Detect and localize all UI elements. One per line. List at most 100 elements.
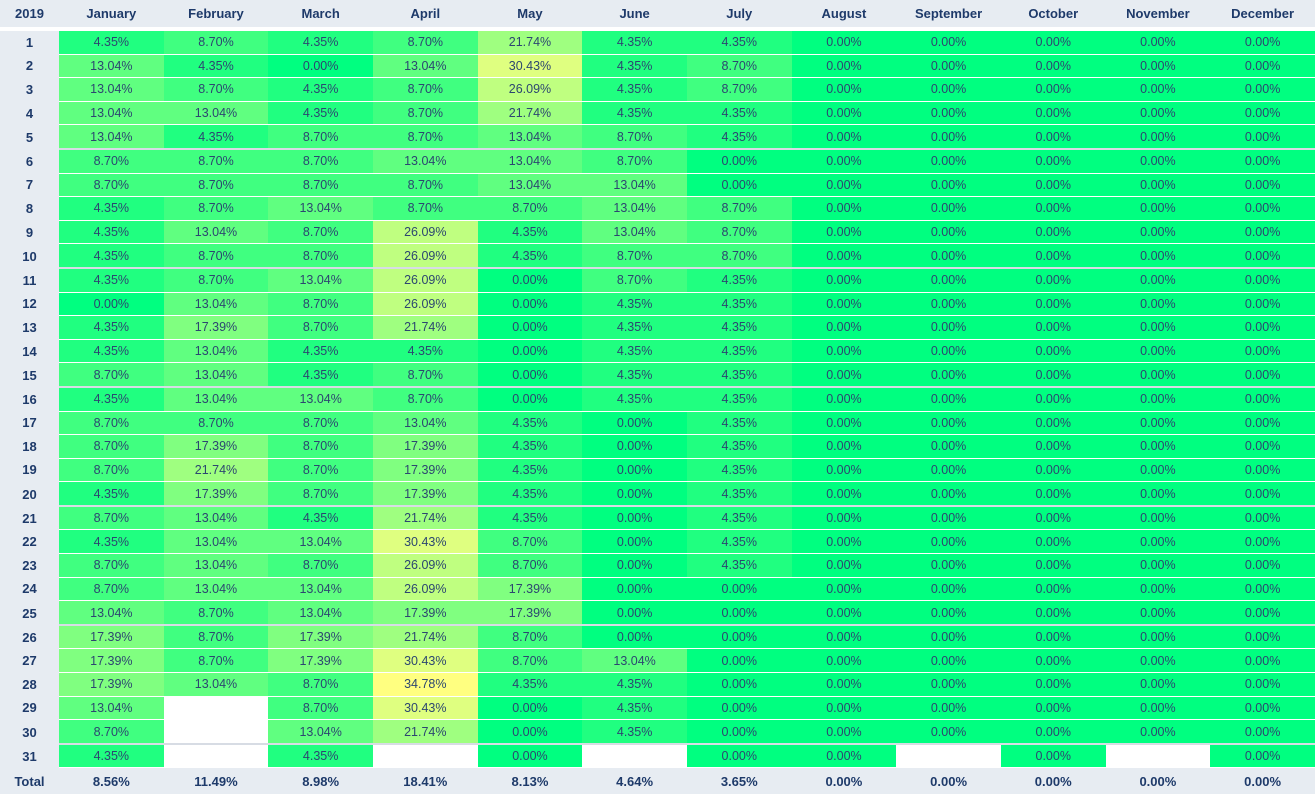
day-label: 9 <box>0 220 59 245</box>
month-header-july: July <box>686 0 792 31</box>
heat-cell: 17.39% <box>477 601 583 626</box>
day-label: 17 <box>0 411 59 436</box>
heat-cell: 8.70% <box>268 482 373 507</box>
heat-cell: 0.00% <box>1000 78 1106 102</box>
empty-cell <box>896 744 1001 769</box>
heat-cell: 0.00% <box>896 506 1001 531</box>
heat-cell: 0.00% <box>896 31 1001 55</box>
heat-cell: 13.04% <box>163 101 269 126</box>
month-header-november: November <box>1105 0 1211 31</box>
heat-cell: 8.70% <box>268 125 373 150</box>
heat-cell: 30.43% <box>372 530 478 555</box>
heat-cell: 13.04% <box>582 220 687 245</box>
heat-cell: 0.00% <box>582 554 687 578</box>
heat-cell: 0.00% <box>1210 387 1315 412</box>
header-row: 2019 January February March April May June Jul… <box>0 0 1315 31</box>
heat-cell: 0.00% <box>1210 173 1315 198</box>
heat-cell: 4.35% <box>163 125 269 150</box>
heat-cell: 30.43% <box>477 54 583 79</box>
heat-cell: 13.04% <box>163 220 269 245</box>
heat-cell: 0.00% <box>582 577 687 602</box>
heat-cell: 0.00% <box>1000 387 1106 412</box>
heat-cell: 4.35% <box>59 31 164 55</box>
total-june: 4.64% <box>582 768 687 794</box>
heat-cell: 0.00% <box>896 54 1001 79</box>
heat-cell: 8.70% <box>268 435 373 459</box>
day-row: 26 17.39% 8.70% 17.39% 21.74% 8.70% 0.00% 0.00%… <box>0 625 1315 650</box>
day-label: 20 <box>0 482 59 507</box>
heat-cell: 8.70% <box>477 554 583 578</box>
empty-cell <box>372 744 478 769</box>
heat-cell: 0.00% <box>582 482 687 507</box>
month-header-april: April <box>372 0 478 31</box>
heat-cell: 0.00% <box>896 78 1001 102</box>
total-february: 11.49% <box>163 768 269 794</box>
heat-cell: 30.43% <box>372 649 478 674</box>
heat-cell: 4.35% <box>268 78 373 102</box>
heat-cell: 13.04% <box>268 720 373 745</box>
heat-cell: 0.00% <box>1000 411 1106 436</box>
heat-cell: 21.74% <box>372 316 478 340</box>
heat-cell: 17.39% <box>372 601 478 626</box>
empty-cell <box>582 744 687 769</box>
heat-cell: 4.35% <box>59 339 164 364</box>
heat-cell: 0.00% <box>1105 482 1211 507</box>
heat-cell: 0.00% <box>477 696 583 721</box>
heat-cell: 0.00% <box>1210 435 1315 459</box>
heat-cell: 0.00% <box>582 435 687 459</box>
day-label: 23 <box>0 554 59 578</box>
heat-cell: 0.00% <box>1105 173 1211 198</box>
heat-cell: 0.00% <box>896 673 1001 697</box>
heat-cell: 4.35% <box>268 506 373 531</box>
heat-cell: 34.78% <box>372 673 478 697</box>
day-label: 13 <box>0 316 59 340</box>
heat-cell: 8.70% <box>686 54 792 79</box>
heat-cell: 0.00% <box>791 530 897 555</box>
heat-cell: 0.00% <box>1000 744 1106 769</box>
heat-cell: 0.00% <box>791 506 897 531</box>
heat-cell: 0.00% <box>791 54 897 79</box>
heat-cell: 0.00% <box>896 125 1001 150</box>
day-label: 8 <box>0 197 59 221</box>
total-april: 18.41% <box>372 768 478 794</box>
heat-cell: 8.70% <box>477 649 583 674</box>
heat-cell: 4.35% <box>686 411 792 436</box>
day-row: 3 13.04% 8.70% 4.35% 8.70% 26.09% 4.35% 8.70% 0.… <box>0 78 1315 102</box>
day-label: 4 <box>0 101 59 126</box>
heat-cell: 4.35% <box>477 458 583 483</box>
heat-cell: 0.00% <box>896 554 1001 578</box>
heat-cell: 26.09% <box>372 292 478 317</box>
heat-cell: 4.35% <box>477 482 583 507</box>
heat-cell: 4.35% <box>686 458 792 483</box>
heat-cell: 0.00% <box>791 744 897 769</box>
heat-cell: 0.00% <box>1210 673 1315 697</box>
heat-cell: 4.35% <box>686 363 792 388</box>
heat-cell: 0.00% <box>1000 339 1106 364</box>
heat-cell: 0.00% <box>791 125 897 150</box>
total-november: 0.00% <box>1105 768 1211 794</box>
heat-cell: 13.04% <box>163 554 269 578</box>
heat-cell: 8.70% <box>268 173 373 198</box>
heat-cell: 0.00% <box>59 292 164 317</box>
heat-cell: 26.09% <box>372 577 478 602</box>
heat-cell: 0.00% <box>1000 530 1106 555</box>
day-row: 19 8.70% 21.74% 8.70% 17.39% 4.35% 0.00% 4.35% 0… <box>0 458 1315 483</box>
heat-cell: 0.00% <box>1105 411 1211 436</box>
heat-cell: 13.04% <box>163 577 269 602</box>
heat-cell: 17.39% <box>59 625 164 650</box>
heat-cell: 4.35% <box>686 316 792 340</box>
heat-cell: 0.00% <box>1000 458 1106 483</box>
heat-cell: 13.04% <box>268 601 373 626</box>
heat-cell: 8.70% <box>372 101 478 126</box>
heat-cell: 0.00% <box>791 482 897 507</box>
heat-cell: 13.04% <box>268 530 373 555</box>
heat-cell: 0.00% <box>582 506 687 531</box>
heat-cell: 0.00% <box>582 411 687 436</box>
heat-cell: 0.00% <box>1210 601 1315 626</box>
total-july: 3.65% <box>686 768 792 794</box>
heat-cell: 8.70% <box>163 173 269 198</box>
heat-cell: 13.04% <box>268 387 373 412</box>
heat-cell: 0.00% <box>896 649 1001 674</box>
day-label: 30 <box>0 720 59 745</box>
